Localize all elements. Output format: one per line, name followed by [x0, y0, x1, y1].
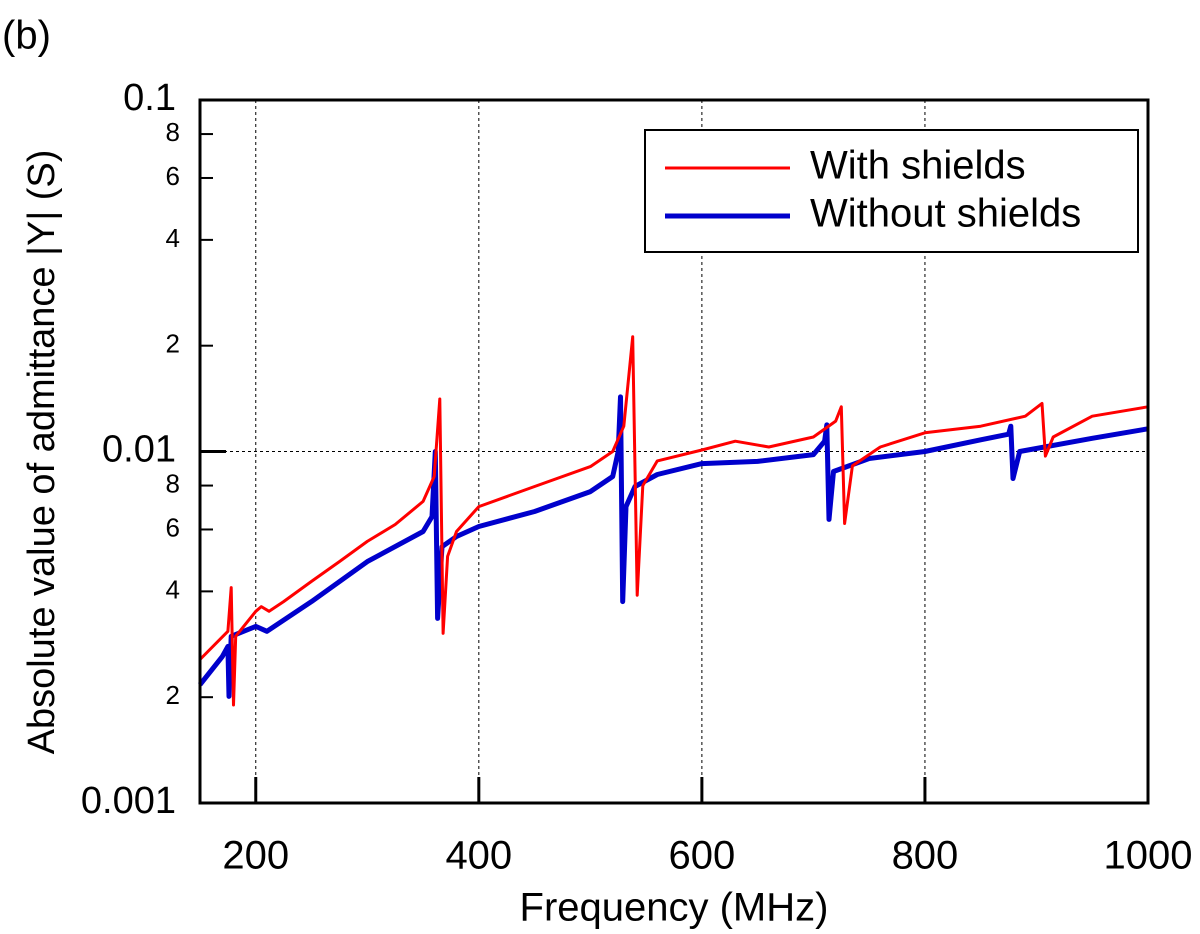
y-tick-label: 6: [166, 512, 180, 542]
y-tick-label: 8: [166, 468, 180, 498]
legend-box: [644, 129, 1139, 253]
series-line: [198, 394, 1149, 699]
legend-label: With shields: [810, 144, 1026, 188]
y-tick-label: 8: [166, 117, 180, 147]
x-tick-label: 800: [892, 834, 959, 878]
series-line: [198, 335, 1149, 707]
x-tick-label: 1000: [1104, 834, 1193, 878]
y-tick-label: 4: [166, 574, 180, 604]
y-axis-label: Absolute value of admittance |Y| (S): [21, 150, 63, 755]
y-tick-label: 2: [166, 329, 180, 359]
plot-frame: [198, 98, 1150, 805]
x-tick-label: 200: [222, 834, 289, 878]
x-tick-label: 600: [669, 834, 736, 878]
y-tick-label: 0.01: [102, 429, 176, 471]
legend-label: Without shields: [810, 192, 1081, 236]
y-tick-label: 0.1: [123, 77, 176, 119]
x-tick-label: 400: [445, 834, 512, 878]
y-tick-label: 2: [166, 680, 180, 710]
x-axis-label: Frequency (MHz): [520, 886, 829, 930]
y-tick-label: 0.001: [81, 780, 176, 822]
y-tick-label: 6: [166, 161, 180, 191]
y-tick-label: 4: [166, 223, 180, 253]
panel-label: (b): [2, 14, 51, 58]
